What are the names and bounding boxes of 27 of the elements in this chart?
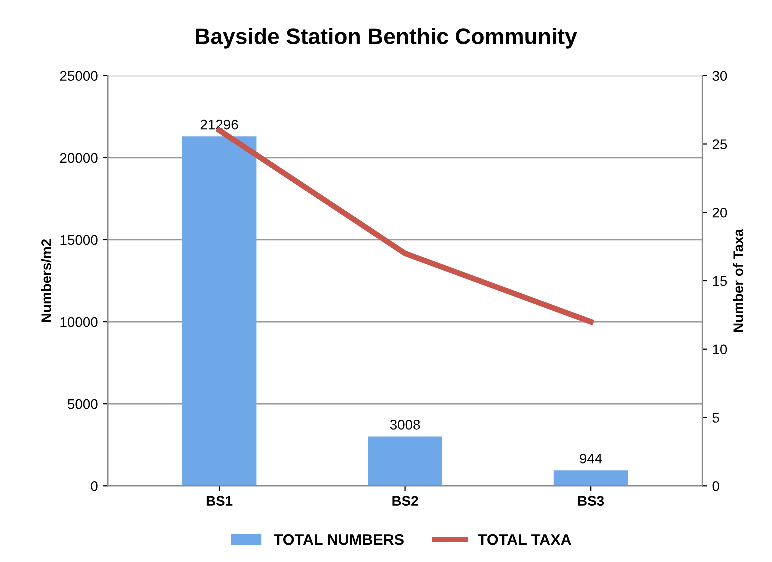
y2-tick-label: 10 bbox=[713, 344, 728, 355]
bar bbox=[554, 470, 628, 486]
y-tick-label: 0 bbox=[91, 481, 98, 492]
y2-tick-label: 0 bbox=[712, 481, 720, 492]
chart-title: Bayside Station Benthic Community bbox=[196, 28, 578, 49]
y-tick-label: 20000 bbox=[60, 153, 98, 164]
y-tick-label: 10000 bbox=[60, 317, 98, 328]
legend-label: TOTAL NUMBERS bbox=[274, 534, 404, 546]
y2-tick-label: 30 bbox=[712, 71, 728, 82]
y2-axis-title: Number of Taxa bbox=[733, 228, 744, 332]
x-tick-label: BS2 bbox=[392, 496, 418, 506]
y-tick-label: 5000 bbox=[68, 399, 98, 410]
y-tick-label: 15000 bbox=[60, 235, 98, 246]
bar bbox=[368, 436, 442, 486]
data-label: 3008 bbox=[390, 420, 420, 430]
data-label: 944 bbox=[580, 454, 602, 464]
bar bbox=[182, 136, 257, 486]
legend-label: TOTAL TAXA bbox=[478, 534, 572, 546]
y2-tick-label: 25 bbox=[712, 140, 728, 150]
y2-tick-label: 20 bbox=[712, 208, 728, 218]
x-tick-label: BS1 bbox=[206, 496, 233, 506]
y2-tick-label: 5 bbox=[712, 413, 720, 423]
data-label: 21296 bbox=[200, 120, 238, 130]
y2-tick-label: 15 bbox=[713, 276, 728, 286]
y-tick-label: 25000 bbox=[60, 71, 98, 82]
x-tick-label: BS3 bbox=[578, 496, 604, 506]
y-axis-title: Numbers/m2 bbox=[41, 239, 52, 322]
